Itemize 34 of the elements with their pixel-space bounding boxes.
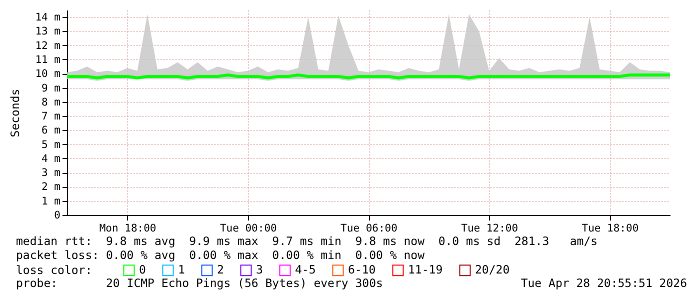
legend-label: 6-10	[348, 262, 376, 276]
legend-label: 20/20	[475, 262, 510, 276]
legend-label: 4-5	[295, 262, 316, 276]
x-tick-label: Tue 00:00	[220, 222, 277, 234]
y-tick-label: 8 m	[42, 96, 60, 108]
x-tick-label: Mon 18:00	[99, 222, 156, 234]
legend-label: 0	[139, 262, 146, 276]
legend-label: 1	[178, 262, 185, 276]
legend-label: 3	[256, 262, 263, 276]
text: Tue Apr 28 20:55:51 2026	[520, 276, 687, 290]
y-tick-label: 2 m	[42, 181, 60, 194]
x-tick-label: Tue 12:00	[461, 222, 518, 234]
legend-title: loss color:	[16, 263, 92, 277]
y-tick-label: 0	[54, 210, 60, 222]
y-tick-label: 3 m	[42, 167, 60, 180]
y-tick-label: 7 m	[42, 110, 60, 123]
y-tick-label: 1 m	[42, 195, 60, 208]
y-tick-label: 12 m	[35, 40, 60, 52]
y-tick-label: 11 m	[35, 54, 60, 66]
y-tick-label: 14 m	[35, 12, 60, 24]
y-tick-label: 4 m	[42, 152, 60, 165]
y-axis-title: Seconds	[8, 88, 22, 138]
y-tick-label: 6 m	[42, 124, 60, 137]
x-tick-label: Tue 06:00	[340, 222, 398, 234]
text: packet loss: 0.00 % avg 0.00 % max 0.00 % min 0.00 % now	[16, 248, 424, 262]
y-tick-label: 5 m	[42, 138, 60, 151]
y-tick-label: 10 m	[35, 68, 60, 80]
legend-label: 11-19	[408, 262, 443, 276]
legend-label: 2	[217, 262, 224, 276]
x-tick-label: Tue 18:00	[582, 222, 639, 234]
y-tick-label: 9 m	[42, 82, 60, 94]
y-tick-label: 13 m	[35, 26, 60, 38]
text: probe: 20 ICMP Echo Pings (56 Bytes) every 300s	[16, 276, 383, 290]
text: median rtt: 9.8 ms avg 9.9 ms max 9.7 ms min 9.8 ms now 0.0 ms sd 281.3 am/s	[16, 234, 598, 248]
